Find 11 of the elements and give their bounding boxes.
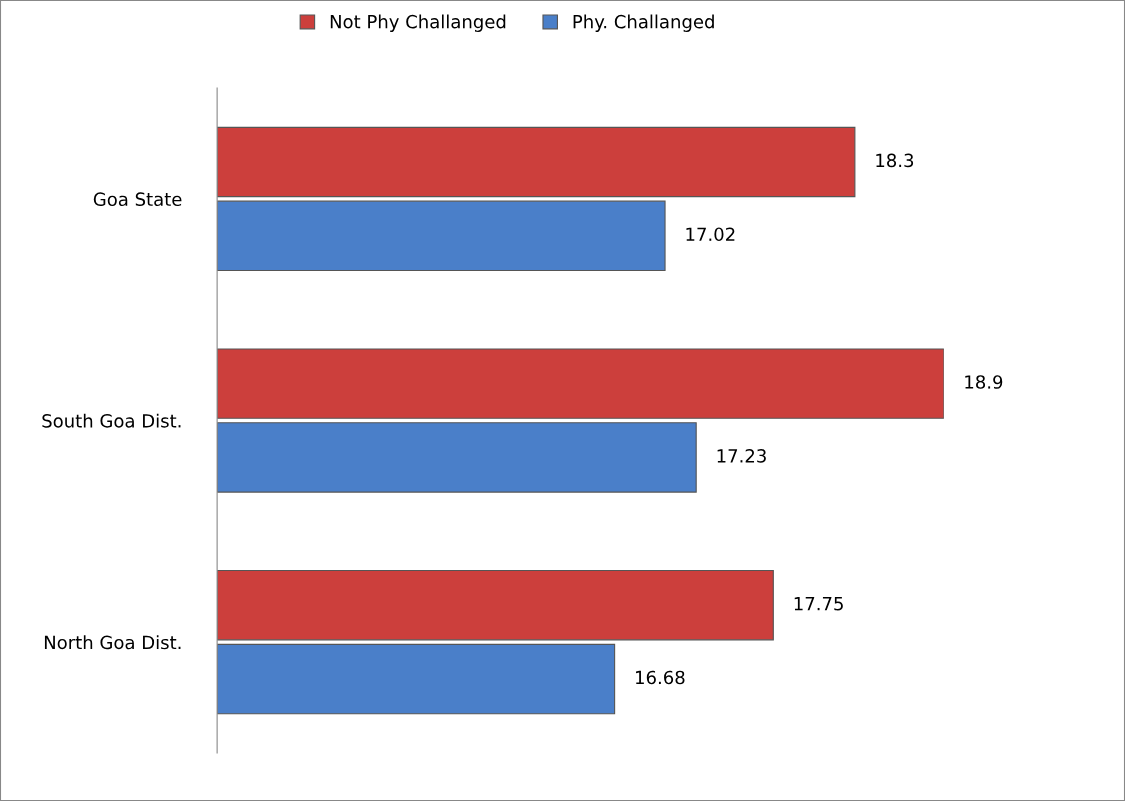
y-tick-label: South Goa Dist. bbox=[42, 413, 181, 428]
data-label: 17.02 bbox=[686, 227, 735, 242]
y-tick-label: North Goa Dist. bbox=[44, 635, 181, 650]
data-label: 17.23 bbox=[717, 449, 766, 463]
legend-label: Phy. Challanged bbox=[573, 14, 714, 32]
legend-label: Not Phy Challanged bbox=[330, 14, 506, 32]
data-label: 16.68 bbox=[636, 670, 685, 685]
data-label: 17.75 bbox=[794, 597, 843, 611]
y-tick-label: Goa State bbox=[93, 192, 182, 207]
data-label: 18.9 bbox=[965, 375, 1003, 389]
data-label: 18.3 bbox=[876, 153, 914, 168]
